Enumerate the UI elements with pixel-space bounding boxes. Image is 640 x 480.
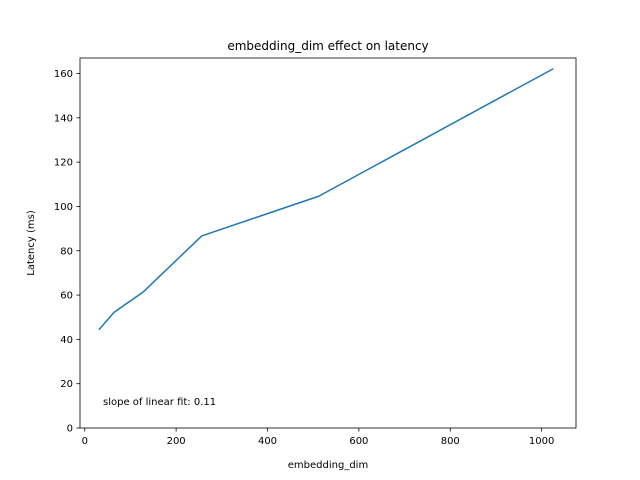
y-tick-label: 100 <box>54 202 73 213</box>
y-tick-label: 160 <box>54 69 73 80</box>
y-tick-label: 20 <box>60 379 73 390</box>
x-tick-label: 800 <box>441 436 460 447</box>
x-tick-label: 1000 <box>529 436 554 447</box>
x-axis-ticks: 0 200 400 600 800 1000 <box>82 428 554 447</box>
y-tick-label: 120 <box>54 158 73 169</box>
y-tick-label: 40 <box>60 335 73 346</box>
y-tick-label: 80 <box>60 246 73 257</box>
x-tick-label: 600 <box>349 436 368 447</box>
x-tick-label: 400 <box>258 436 277 447</box>
chart-title: embedding_dim effect on latency <box>227 39 428 53</box>
y-axis-ticks: 0 20 40 60 80 100 120 140 160 <box>54 69 80 435</box>
x-tick-label: 200 <box>167 436 186 447</box>
y-tick-label: 140 <box>54 113 73 124</box>
x-axis-label: embedding_dim <box>288 460 368 471</box>
y-tick-label: 60 <box>60 291 73 302</box>
plot-area-frame <box>79 57 577 429</box>
series-line-0 <box>98 68 554 331</box>
x-tick-label: 0 <box>82 436 88 447</box>
y-axis-label: Latency (ms) <box>26 210 37 276</box>
plot-area-background <box>80 58 576 428</box>
y-tick-label: 0 <box>67 424 73 435</box>
series-group <box>98 68 554 331</box>
slope-annotation: slope of linear fit: 0.11 <box>103 397 216 408</box>
